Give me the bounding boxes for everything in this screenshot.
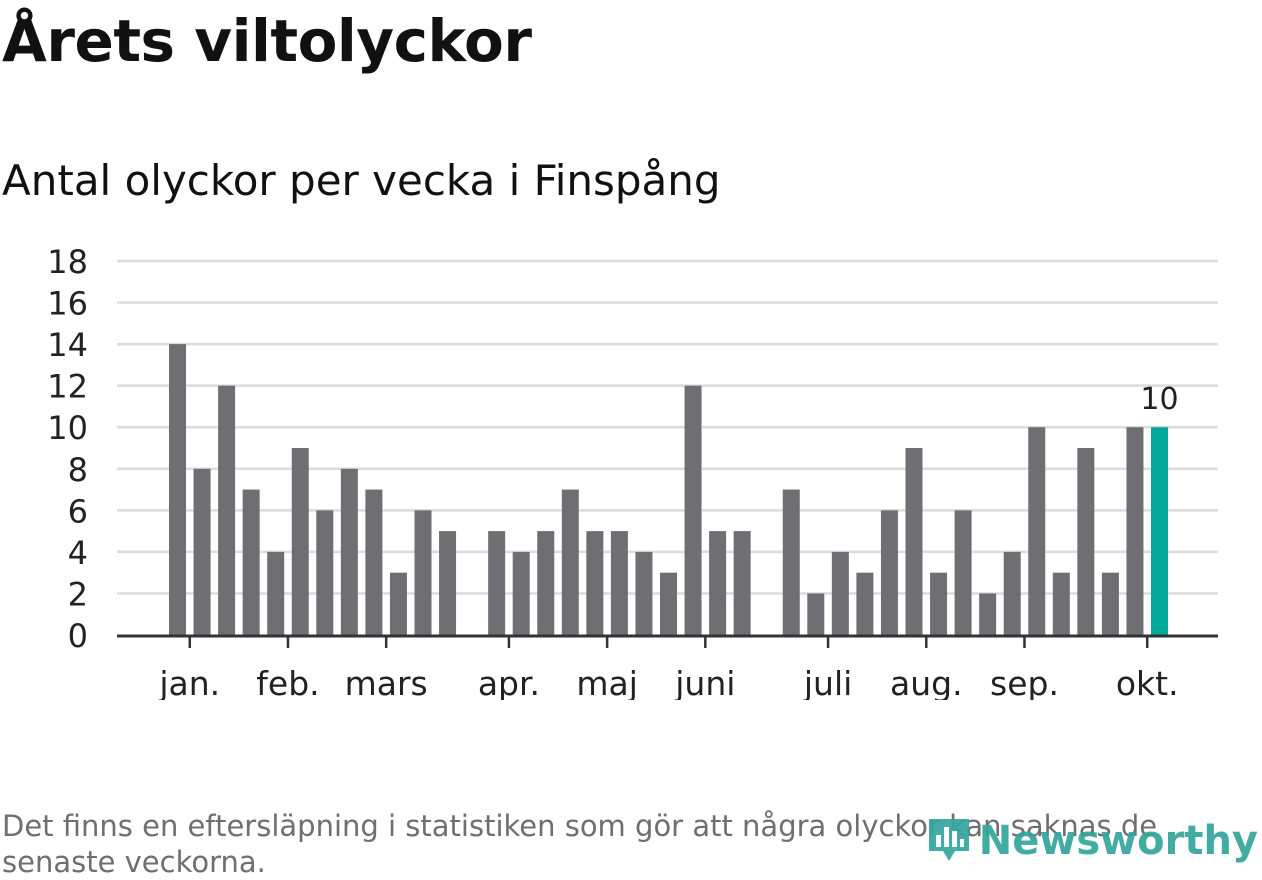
- bar: [316, 510, 334, 635]
- bar: [856, 572, 874, 635]
- bar: [807, 593, 825, 635]
- chart-title: Årets viltolyckor: [2, 7, 532, 75]
- y-tick-label: 2: [68, 575, 88, 613]
- bar: [1052, 572, 1070, 635]
- x-tick-label: feb.: [256, 664, 319, 700]
- bar: [439, 531, 457, 635]
- bar: [684, 385, 702, 635]
- bar: [610, 531, 628, 635]
- y-tick-label: 10: [47, 409, 88, 447]
- bar-chart-logo-icon: [925, 815, 973, 867]
- x-tick-label: okt.: [1116, 664, 1179, 700]
- newsworthy-logo: Newsworthy: [925, 815, 1258, 867]
- logo-text: Newsworthy: [978, 818, 1258, 864]
- x-tick-label: jan.: [158, 664, 220, 700]
- x-tick-label: mars: [345, 664, 428, 700]
- x-tick-label: juli: [803, 664, 852, 700]
- bar: [365, 489, 383, 635]
- bar: [660, 572, 677, 635]
- bar: [389, 572, 407, 635]
- bar: [488, 531, 506, 635]
- bar: [537, 531, 555, 635]
- bar: [880, 510, 898, 635]
- y-tick-label: 18: [47, 243, 88, 281]
- bar: [242, 489, 260, 635]
- bar: [340, 468, 358, 635]
- bar: [267, 551, 285, 635]
- bar: [1101, 572, 1119, 635]
- x-tick-label: juni: [674, 664, 735, 700]
- y-tick-label: 4: [68, 534, 88, 572]
- bar: [169, 344, 186, 635]
- y-tick-label: 0: [68, 617, 88, 655]
- bar: [905, 448, 923, 635]
- bar: [561, 489, 579, 635]
- bar: [979, 593, 997, 635]
- bar: [954, 510, 972, 635]
- x-tick-label: apr.: [478, 664, 540, 700]
- bar: [291, 448, 309, 635]
- bar: [782, 489, 800, 635]
- x-tick-label: sep.: [990, 664, 1059, 700]
- y-tick-label: 12: [47, 368, 88, 406]
- chart-subtitle: Antal olyckor per vecka i Finspång: [2, 156, 721, 205]
- bar: [930, 572, 948, 635]
- bar: [709, 531, 727, 635]
- bar: [1003, 551, 1021, 635]
- bar: [218, 385, 236, 635]
- bar: [1028, 427, 1046, 635]
- x-tick-label: maj: [576, 664, 638, 700]
- y-tick-label: 16: [47, 285, 88, 323]
- bar: [831, 551, 849, 635]
- bar: [635, 551, 653, 635]
- bar: [512, 551, 530, 635]
- bar: [733, 531, 751, 635]
- x-tick-label: aug.: [890, 664, 963, 700]
- bar: [1077, 448, 1095, 635]
- bar: [414, 510, 432, 635]
- bars: [169, 344, 1168, 635]
- y-tick-label: 8: [68, 451, 88, 489]
- grid-lines: [117, 259, 1218, 595]
- y-tick-label: 14: [47, 326, 88, 364]
- bar: [1126, 427, 1144, 635]
- x-axis-ticks: jan. feb. mars apr. maj juni juli aug. sep. okt.: [158, 637, 1179, 700]
- y-tick-label: 6: [68, 492, 88, 530]
- data-labels: 10: [1140, 382, 1178, 417]
- data-label-latest: 10: [1140, 382, 1178, 417]
- bar: [586, 531, 604, 635]
- bar-highlighted: [1151, 427, 1168, 635]
- bar: [193, 468, 211, 635]
